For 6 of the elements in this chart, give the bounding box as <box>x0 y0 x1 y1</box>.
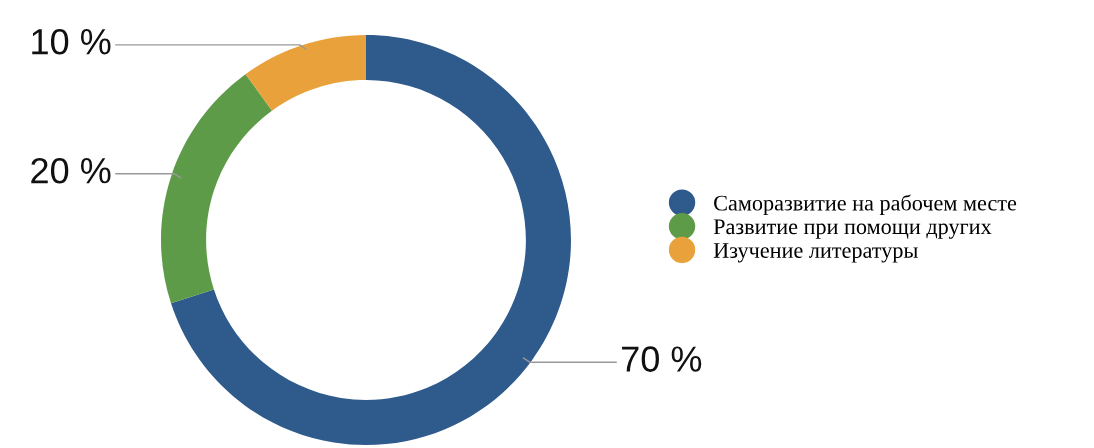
legend-label: Изучение литературы <box>713 243 918 263</box>
data-label: 20 % <box>31 157 111 184</box>
data-label: 10 % <box>32 28 111 55</box>
legend-label: Развитие при помощи других <box>713 219 992 239</box>
legend-label: Саморазвитие на рабочем месте <box>714 194 1017 216</box>
data-label: 70 % <box>622 346 702 372</box>
